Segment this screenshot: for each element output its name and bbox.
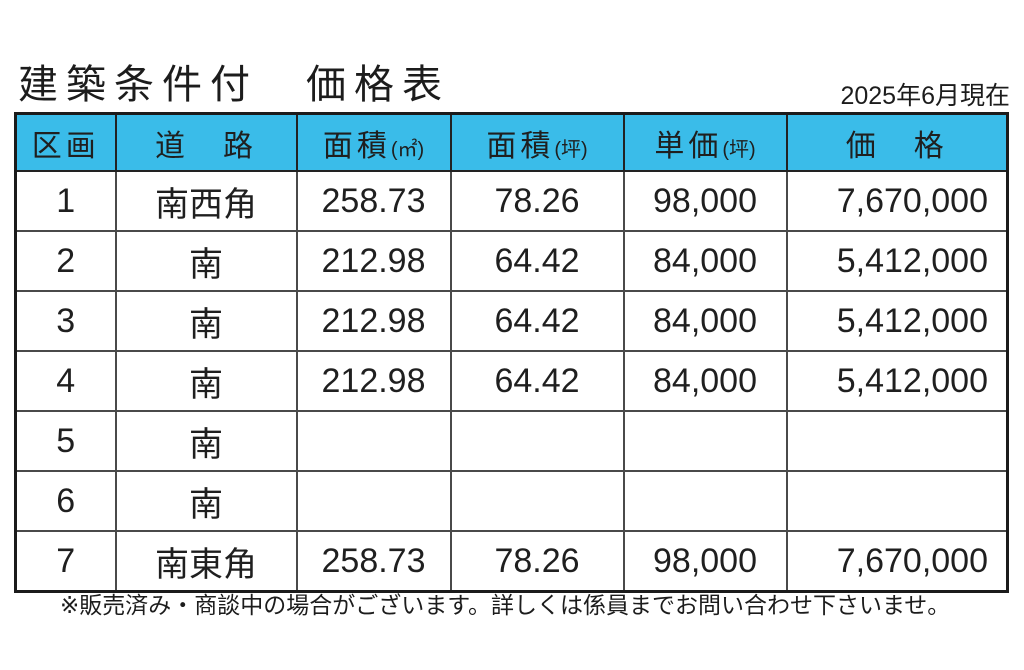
header-road-label: 道 路 <box>155 129 257 163</box>
cell-kukaku: 2 <box>14 230 117 292</box>
cell-kukaku: 3 <box>14 290 117 352</box>
price-table-header: 区画 道 路 面積(㎡) 面積(坪) 単価(坪) 価 格 <box>14 112 1009 172</box>
header-area-tsubo-label: 面積 <box>486 129 555 163</box>
cell-unit-price: 98,000 <box>622 530 788 593</box>
header-road: 道 路 <box>114 112 298 172</box>
cell-price <box>785 410 1009 472</box>
header-price-label: 価 格 <box>845 129 948 163</box>
cell-kukaku: 1 <box>14 170 117 232</box>
cell-area-m2: 258.73 <box>295 170 452 232</box>
cell-price: 5,412,000 <box>785 230 1009 292</box>
cell-area-tsubo: 64.42 <box>449 350 625 412</box>
table-row: 7 南東角 258.73 78.26 98,000 7,670,000 <box>14 530 1009 593</box>
price-table: 区画 道 路 面積(㎡) 面積(坪) 単価(坪) 価 格 1 南西角 258.7… <box>14 112 1009 593</box>
price-table-body: 1 南西角 258.73 78.26 98,000 7,670,000 2 南 … <box>14 170 1009 593</box>
header-row: 区画 道 路 面積(㎡) 面積(坪) 単価(坪) 価 格 <box>14 112 1009 172</box>
cell-area-m2 <box>295 470 452 532</box>
cell-area-m2: 212.98 <box>295 350 452 412</box>
cell-unit-price <box>622 470 788 532</box>
cell-price: 5,412,000 <box>785 290 1009 352</box>
table-row: 2 南 212.98 64.42 84,000 5,412,000 <box>14 230 1009 292</box>
cell-area-m2: 258.73 <box>295 530 452 593</box>
cell-road: 南東角 <box>114 530 298 593</box>
header-area-m2: 面積(㎡) <box>295 112 452 172</box>
cell-price: 7,670,000 <box>785 530 1009 593</box>
table-row: 6 南 <box>14 470 1009 532</box>
cell-area-tsubo: 64.42 <box>449 290 625 352</box>
cell-price <box>785 470 1009 532</box>
table-row: 1 南西角 258.73 78.26 98,000 7,670,000 <box>14 170 1009 232</box>
cell-road: 南 <box>114 290 298 352</box>
cell-kukaku: 7 <box>14 530 117 593</box>
table-row: 5 南 <box>14 410 1009 472</box>
header-area-tsubo-unit: (坪) <box>554 138 588 161</box>
date-note: 2025年6月現在 <box>840 82 1010 110</box>
header-kukaku: 区画 <box>14 112 117 172</box>
cell-price: 7,670,000 <box>785 170 1009 232</box>
cell-price: 5,412,000 <box>785 350 1009 412</box>
cell-kukaku: 6 <box>14 470 117 532</box>
cell-unit-price <box>622 410 788 472</box>
header-unit-price-label: 単価 <box>654 129 723 163</box>
cell-road: 南 <box>114 410 298 472</box>
cell-area-tsubo: 64.42 <box>449 230 625 292</box>
cell-area-tsubo: 78.26 <box>449 530 625 593</box>
cell-kukaku: 4 <box>14 350 117 412</box>
header-unit-price: 単価(坪) <box>622 112 788 172</box>
cell-unit-price: 84,000 <box>622 230 788 292</box>
header-kukaku-label: 区画 <box>31 129 100 163</box>
cell-area-m2: 212.98 <box>295 290 452 352</box>
cell-road: 南 <box>114 230 298 292</box>
footer-note: ※販売済み・商談中の場合がございます。詳しくは係員までお問い合わせ下さいませ。 <box>60 592 951 618</box>
cell-road: 南 <box>114 350 298 412</box>
cell-unit-price: 84,000 <box>622 290 788 352</box>
cell-kukaku: 5 <box>14 410 117 472</box>
table-row: 4 南 212.98 64.42 84,000 5,412,000 <box>14 350 1009 412</box>
cell-area-tsubo: 78.26 <box>449 170 625 232</box>
cell-road: 南 <box>114 470 298 532</box>
cell-road: 南西角 <box>114 170 298 232</box>
cell-area-tsubo <box>449 410 625 472</box>
header-price: 価 格 <box>785 112 1009 172</box>
table-row: 3 南 212.98 64.42 84,000 5,412,000 <box>14 290 1009 352</box>
header-area-tsubo: 面積(坪) <box>449 112 625 172</box>
header-area-m2-label: 面積 <box>322 129 391 163</box>
cell-area-m2 <box>295 410 452 472</box>
cell-unit-price: 84,000 <box>622 350 788 412</box>
page-title: 建築条件付 価格表 <box>18 63 450 107</box>
cell-unit-price: 98,000 <box>622 170 788 232</box>
header-area-m2-unit: (㎡) <box>390 138 425 161</box>
cell-area-tsubo <box>449 470 625 532</box>
header-unit-price-unit: (坪) <box>722 138 756 161</box>
cell-area-m2: 212.98 <box>295 230 452 292</box>
